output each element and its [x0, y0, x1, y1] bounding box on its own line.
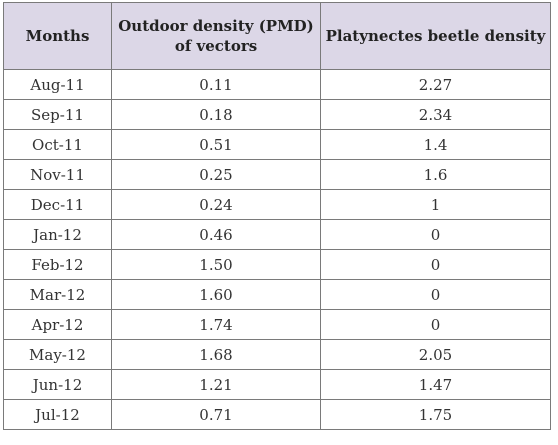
- beetle-density-cell: 0: [320, 279, 551, 310]
- beetle-density-cell: 2.27: [320, 69, 551, 100]
- beetle-density-cell: 0: [320, 309, 551, 340]
- month-cell: May-12: [3, 339, 112, 370]
- outdoor-density-cell: 1.74: [111, 309, 321, 340]
- month-cell: Oct-11: [3, 129, 112, 160]
- beetle-density-cell: 1.6: [320, 159, 551, 190]
- outdoor-density-cell: 0.18: [111, 99, 321, 130]
- beetle-density-cell: 2.05: [320, 339, 551, 370]
- month-cell: Jul-12: [3, 399, 112, 430]
- outdoor-density-cell: 1.21: [111, 369, 321, 400]
- table-row: Jan-12 0.46 0: [3, 219, 551, 250]
- outdoor-density-cell: 0.11: [111, 69, 321, 100]
- month-cell: Feb-12: [3, 249, 112, 280]
- table-row: Jun-12 1.21 1.47: [3, 369, 551, 400]
- outdoor-density-cell: 0.51: [111, 129, 321, 160]
- month-cell: Jan-12: [3, 219, 112, 250]
- outdoor-density-cell: 0.46: [111, 219, 321, 250]
- month-cell: Jun-12: [3, 369, 112, 400]
- table-row: Oct-11 0.51 1.4: [3, 129, 551, 160]
- month-cell: Dec-11: [3, 189, 112, 220]
- outdoor-density-cell: 1.68: [111, 339, 321, 370]
- table-row: Apr-12 1.74 0: [3, 309, 551, 340]
- beetle-density-cell: 1.47: [320, 369, 551, 400]
- outdoor-density-cell: 0.25: [111, 159, 321, 190]
- table-row: May-12 1.68 2.05: [3, 339, 551, 370]
- density-table: Months Outdoor density (PMD) of vectors …: [3, 2, 551, 430]
- header-beetle-density: Platynectes beetle density: [320, 2, 551, 70]
- beetle-density-cell: 0: [320, 219, 551, 250]
- header-outdoor-density: Outdoor density (PMD) of vectors: [111, 2, 321, 70]
- beetle-density-cell: 1: [320, 189, 551, 220]
- table-row: Aug-11 0.11 2.27: [3, 69, 551, 100]
- month-cell: Nov-11: [3, 159, 112, 190]
- table-row: Jul-12 0.71 1.75: [3, 399, 551, 430]
- month-cell: Aug-11: [3, 69, 112, 100]
- table-row: Nov-11 0.25 1.6: [3, 159, 551, 190]
- outdoor-density-cell: 1.50: [111, 249, 321, 280]
- beetle-density-cell: 2.34: [320, 99, 551, 130]
- outdoor-density-cell: 1.60: [111, 279, 321, 310]
- table-row: Sep-11 0.18 2.34: [3, 99, 551, 130]
- outdoor-density-cell: 0.24: [111, 189, 321, 220]
- beetle-density-cell: 0: [320, 249, 551, 280]
- beetle-density-cell: 1.4: [320, 129, 551, 160]
- header-months: Months: [3, 2, 112, 70]
- table-row: Mar-12 1.60 0: [3, 279, 551, 310]
- month-cell: Mar-12: [3, 279, 112, 310]
- header-row: Months Outdoor density (PMD) of vectors …: [3, 2, 551, 70]
- outdoor-density-cell: 0.71: [111, 399, 321, 430]
- month-cell: Sep-11: [3, 99, 112, 130]
- table-row: Feb-12 1.50 0: [3, 249, 551, 280]
- month-cell: Apr-12: [3, 309, 112, 340]
- table-row: Dec-11 0.24 1: [3, 189, 551, 220]
- table-body: Aug-11 0.11 2.27 Sep-11 0.18 2.34 Oct-11 0.51 1.…: [3, 69, 551, 430]
- data-table-container: Months Outdoor density (PMD) of vectors …: [3, 2, 551, 430]
- beetle-density-cell: 1.75: [320, 399, 551, 430]
